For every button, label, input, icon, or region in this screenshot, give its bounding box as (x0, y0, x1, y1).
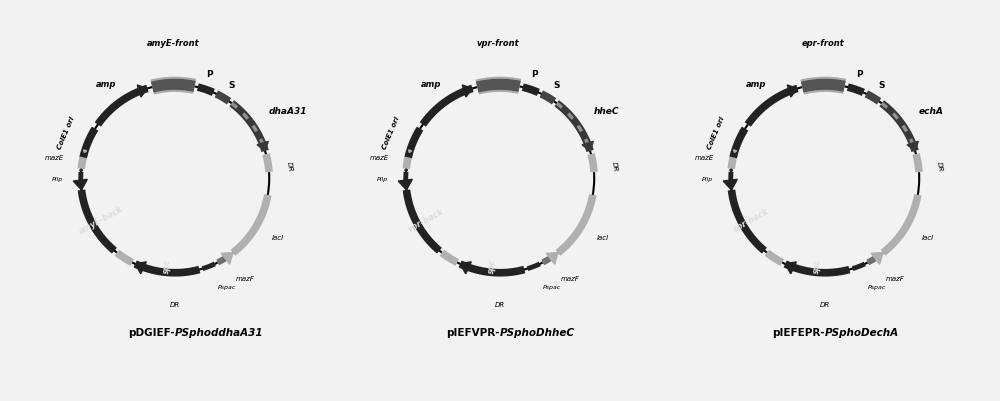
Polygon shape (868, 261, 870, 263)
Text: DR: DR (820, 301, 830, 307)
Text: spc: spc (487, 259, 497, 274)
Text: echA: echA (919, 107, 944, 115)
Text: S: S (554, 80, 560, 89)
Polygon shape (408, 150, 412, 153)
Text: Pspac: Pspac (543, 285, 561, 290)
Text: S: S (879, 80, 885, 89)
Polygon shape (536, 91, 538, 94)
Polygon shape (723, 180, 737, 190)
Text: amp: amp (746, 79, 766, 89)
Text: DR: DR (286, 161, 293, 172)
Polygon shape (460, 262, 471, 274)
Polygon shape (405, 170, 408, 172)
Text: mazF: mazF (560, 275, 579, 282)
Polygon shape (871, 253, 883, 265)
Polygon shape (785, 262, 796, 274)
Polygon shape (787, 86, 797, 98)
Text: Pllp: Pllp (377, 176, 388, 182)
Text: lacI: lacI (922, 234, 934, 240)
Text: lacI: lacI (597, 234, 609, 240)
Polygon shape (211, 91, 213, 94)
Polygon shape (462, 86, 472, 98)
Text: DR: DR (611, 161, 618, 172)
Text: Pspac: Pspac (218, 285, 236, 290)
Polygon shape (398, 180, 412, 190)
Polygon shape (218, 261, 220, 263)
Text: PSphoddhaA31: PSphoddhaA31 (175, 328, 264, 338)
Polygon shape (90, 129, 95, 135)
Polygon shape (203, 267, 205, 269)
Text: epr-front: epr-front (801, 38, 844, 47)
Text: PSphoDechA: PSphoDechA (825, 328, 899, 338)
Text: ColE1 ori: ColE1 ori (381, 115, 400, 150)
Text: Pllp: Pllp (52, 176, 63, 182)
Text: ColE1 ori: ColE1 ori (706, 115, 725, 150)
Text: DR: DR (936, 161, 943, 172)
Text: S: S (229, 80, 235, 89)
Text: mazE: mazE (695, 154, 714, 160)
Text: vpr-front: vpr-front (476, 38, 519, 47)
Polygon shape (221, 253, 233, 265)
Text: amyE-back: amyE-back (77, 204, 124, 236)
Text: epr-back: epr-back (731, 207, 770, 234)
Polygon shape (528, 267, 530, 269)
Text: spc: spc (812, 259, 822, 274)
Text: mazF: mazF (235, 275, 254, 282)
Polygon shape (551, 100, 554, 102)
Polygon shape (917, 170, 921, 172)
Polygon shape (257, 142, 268, 152)
Polygon shape (546, 253, 558, 265)
Text: DR: DR (170, 301, 180, 307)
Polygon shape (861, 91, 863, 94)
Text: DR: DR (495, 301, 505, 307)
Text: dhaA31: dhaA31 (269, 107, 307, 115)
Polygon shape (767, 253, 770, 256)
Text: amp: amp (96, 79, 116, 89)
Text: PSphoDhheC: PSphoDhheC (500, 328, 575, 338)
Text: lacI: lacI (272, 234, 284, 240)
Text: pIEFEPR-: pIEFEPR- (772, 328, 825, 338)
Polygon shape (415, 129, 420, 135)
Polygon shape (592, 170, 596, 172)
Polygon shape (226, 100, 229, 102)
Text: mazE: mazE (370, 154, 389, 160)
Text: mazF: mazF (885, 275, 904, 282)
Text: ColE1 ori: ColE1 ori (56, 115, 75, 150)
Text: hheC: hheC (594, 107, 619, 115)
Polygon shape (853, 267, 855, 269)
Text: pDGIEF-: pDGIEF- (128, 328, 175, 338)
Text: vpr-back: vpr-back (406, 207, 445, 234)
Polygon shape (733, 150, 737, 153)
Polygon shape (73, 180, 87, 190)
Polygon shape (740, 129, 745, 135)
Text: P: P (531, 70, 537, 79)
Text: pIEFVPR-: pIEFVPR- (446, 328, 500, 338)
Polygon shape (80, 170, 83, 172)
Text: Pspac: Pspac (868, 285, 886, 290)
Polygon shape (267, 170, 271, 172)
Polygon shape (907, 142, 918, 152)
Text: Pllp: Pllp (702, 176, 713, 182)
Text: P: P (206, 70, 212, 79)
Text: mazE: mazE (45, 154, 64, 160)
Text: P: P (856, 70, 862, 79)
Polygon shape (83, 150, 87, 153)
Polygon shape (117, 253, 120, 256)
Text: spc: spc (162, 259, 172, 274)
Polygon shape (137, 86, 147, 98)
Polygon shape (876, 100, 879, 102)
Polygon shape (730, 170, 733, 172)
Polygon shape (135, 262, 146, 274)
Polygon shape (442, 253, 445, 256)
Text: amyE-front: amyE-front (146, 38, 199, 47)
Polygon shape (582, 142, 593, 152)
Polygon shape (543, 261, 545, 263)
Text: amp: amp (421, 79, 441, 89)
